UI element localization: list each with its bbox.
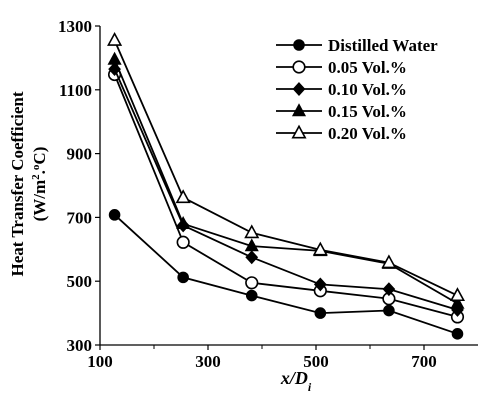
data-point <box>450 295 465 309</box>
series-line <box>113 59 458 305</box>
y-tick-label: 1100 <box>59 81 92 100</box>
axis-labels: Heat Transfer Coefficient (W/m2.oC) x/Di <box>8 91 312 394</box>
x-tick-label: 500 <box>303 352 329 371</box>
series-line <box>113 40 458 297</box>
series-line <box>113 68 458 311</box>
x-tick-label: 700 <box>411 352 437 371</box>
data-point <box>382 282 396 297</box>
x-tick-label: 300 <box>195 352 221 371</box>
data-point <box>177 271 189 284</box>
data-point <box>107 31 123 46</box>
series-layer <box>107 31 466 340</box>
data-point <box>312 241 328 256</box>
x-axis-label-main: x/D <box>280 368 308 388</box>
series-line <box>113 214 458 335</box>
legend-marker <box>291 124 307 139</box>
series-4 <box>107 31 466 302</box>
y-tick-label: 900 <box>67 145 93 164</box>
x-tick-label: 100 <box>87 352 113 371</box>
legend-label: 0.20 Vol.% <box>328 124 407 143</box>
y-tick-label: 300 <box>67 336 93 355</box>
y-axis-unit-end: C) <box>30 147 49 165</box>
legend-label: 0.05 Vol.% <box>328 58 407 77</box>
legend-marker <box>291 103 307 117</box>
x-axis-label: x/Di <box>280 368 312 394</box>
legend-entry-0: Distilled Water <box>276 36 438 55</box>
legend-marker <box>292 82 306 96</box>
data-point <box>381 254 397 269</box>
legend-label: Distilled Water <box>328 36 438 55</box>
x-axis-label-sub: i <box>308 380 312 394</box>
data-point <box>313 277 327 292</box>
y-tick-label: 500 <box>67 272 93 291</box>
data-point <box>245 289 258 302</box>
y-tick-label: 1300 <box>58 17 92 36</box>
y-axis-unit-dot: . <box>30 170 49 174</box>
data-point <box>176 216 191 229</box>
series-1 <box>107 67 465 324</box>
data-point <box>451 328 464 340</box>
legend-marker <box>292 60 306 74</box>
data-point <box>244 224 260 239</box>
data-point <box>245 250 259 265</box>
y-axis-unit-sup-o: o <box>30 164 42 170</box>
legend-entry-1: 0.05 Vol.% <box>276 58 407 77</box>
y-tick-label: 700 <box>67 208 93 227</box>
legend-entry-3: 0.15 Vol.% <box>276 102 407 121</box>
data-point <box>244 238 259 252</box>
legend-entry-4: 0.20 Vol.% <box>276 124 407 143</box>
series-2 <box>108 62 464 317</box>
data-point <box>383 304 395 317</box>
y-axis-label-line2: (W/m2.oC) <box>30 147 49 222</box>
series-line <box>113 74 458 318</box>
data-point <box>175 189 191 204</box>
y-axis-unit-start: (W/m <box>30 180 49 222</box>
data-point <box>449 287 466 302</box>
legend-label: 0.10 Vol.% <box>328 80 407 99</box>
series-0 <box>108 209 464 340</box>
legend-label: 0.15 Vol.% <box>328 102 407 121</box>
y-axis-unit-sup-2: 2 <box>30 174 42 180</box>
legend-entry-2: 0.10 Vol.% <box>276 80 407 99</box>
legend: Distilled Water 0.05 Vol.% 0.10 Vol.% 0.15 … <box>276 36 438 143</box>
data-point <box>245 276 259 290</box>
data-point <box>107 51 122 65</box>
data-point <box>176 235 190 249</box>
legend-marker <box>293 39 305 51</box>
data-point <box>314 307 327 319</box>
data-point <box>108 209 121 221</box>
y-axis-label-line1: Heat Transfer Coefficient <box>8 91 27 276</box>
